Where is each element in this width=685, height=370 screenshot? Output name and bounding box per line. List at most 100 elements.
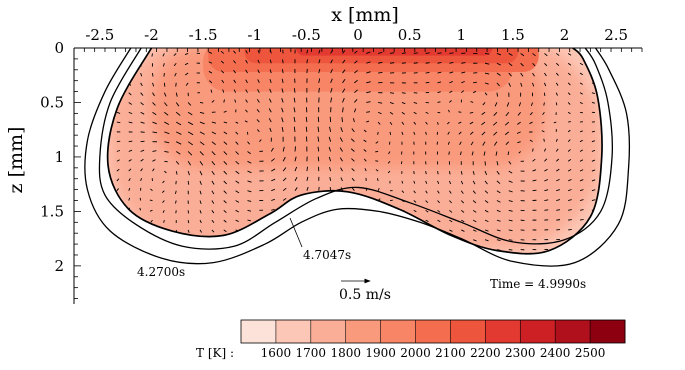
velocity-vector bbox=[366, 71, 371, 74]
velocity-vector bbox=[211, 219, 215, 223]
velocity-vector bbox=[187, 239, 190, 243]
velocity-vector bbox=[162, 210, 165, 213]
velocity-vector bbox=[184, 53, 189, 55]
velocity-vector bbox=[328, 146, 332, 152]
velocity-vector bbox=[116, 72, 120, 76]
velocity-vector bbox=[567, 158, 572, 162]
velocity-vector bbox=[245, 99, 248, 103]
boundary-annotations: 4.7047s 4.2700s Time = 4.9990s bbox=[137, 217, 586, 291]
velocity-vector bbox=[544, 189, 549, 192]
velocity-vector bbox=[458, 121, 462, 124]
velocity-vector bbox=[140, 72, 143, 77]
velocity-vector bbox=[140, 168, 143, 172]
velocity-vector bbox=[294, 146, 296, 152]
velocity-vector bbox=[235, 180, 240, 184]
velocity-vector bbox=[221, 79, 225, 84]
velocity-vector bbox=[281, 88, 284, 93]
velocity-vector bbox=[352, 217, 355, 221]
velocity-vector bbox=[330, 59, 333, 64]
velocity-vector bbox=[568, 219, 572, 221]
velocity-vector bbox=[199, 180, 202, 185]
velocity-vector bbox=[579, 102, 583, 105]
velocity-vector bbox=[257, 49, 260, 54]
velocity-vector bbox=[128, 72, 131, 77]
velocity-vector bbox=[484, 180, 488, 185]
velocity-vector bbox=[351, 158, 355, 162]
velocity-vector bbox=[532, 169, 537, 172]
velocity-vector bbox=[437, 101, 441, 103]
velocity-vector bbox=[211, 190, 215, 195]
velocity-vector bbox=[483, 151, 486, 156]
velocity-vector bbox=[116, 92, 120, 96]
velocity-vector bbox=[235, 209, 239, 213]
velocity-vector bbox=[579, 130, 583, 133]
velocity-vector bbox=[128, 121, 133, 124]
velocity-vector bbox=[116, 188, 119, 191]
velocity-vector bbox=[567, 129, 571, 133]
velocity-vector bbox=[328, 156, 332, 162]
velocity-vector bbox=[378, 238, 382, 241]
velocity-vector bbox=[366, 61, 371, 64]
velocity-vector bbox=[437, 180, 440, 185]
velocity-vector bbox=[437, 239, 441, 242]
velocity-vector bbox=[199, 249, 203, 252]
velocity-vector bbox=[339, 157, 343, 162]
velocity-vector bbox=[389, 121, 393, 126]
velocity-vector bbox=[366, 111, 371, 113]
velocity-vector bbox=[282, 237, 287, 241]
velocity-vector bbox=[269, 78, 272, 84]
velocity-vector bbox=[199, 190, 202, 195]
velocity-vector bbox=[425, 52, 430, 54]
velocity-vector bbox=[508, 190, 513, 193]
velocity-vector bbox=[342, 107, 344, 113]
velocity-vector bbox=[437, 219, 441, 223]
velocity-vector bbox=[473, 81, 477, 84]
velocity-vector bbox=[339, 147, 343, 152]
velocity-vector bbox=[269, 69, 272, 74]
velocity-vector bbox=[413, 180, 416, 184]
velocity-vector bbox=[270, 158, 275, 162]
velocity-vector bbox=[294, 156, 297, 162]
velocity-vector bbox=[163, 249, 167, 253]
velocity-vector bbox=[508, 161, 512, 165]
velocity-vector bbox=[517, 121, 521, 125]
velocity-vector bbox=[425, 121, 428, 125]
velocity-vector bbox=[508, 229, 513, 232]
velocity-vector bbox=[437, 111, 441, 114]
velocity-vector bbox=[388, 141, 391, 145]
velocity-vector bbox=[448, 151, 450, 155]
velocity-vector bbox=[389, 131, 392, 136]
velocity-vector bbox=[269, 59, 272, 64]
velocity-vector bbox=[271, 168, 276, 172]
velocity-vector bbox=[164, 170, 167, 174]
velocity-vector bbox=[350, 138, 355, 143]
velocity-vector bbox=[116, 227, 120, 231]
velocity-vector bbox=[128, 149, 133, 152]
velocity-vector bbox=[268, 98, 272, 103]
y-axis-label: z [mm] bbox=[5, 127, 27, 194]
velocity-vector bbox=[543, 148, 547, 152]
velocity-vector bbox=[116, 140, 121, 143]
velocity-vector bbox=[270, 147, 274, 152]
velocity-vector bbox=[318, 68, 321, 74]
velocity-vector bbox=[413, 239, 417, 241]
velocity-vector bbox=[211, 210, 215, 214]
velocity-vector bbox=[330, 69, 333, 74]
velocity-vector bbox=[413, 102, 418, 104]
axes: -2.5 -2 -1.5 -1 -0.5 0 0.5 1 1.5 2 2.5 0 0.5 1 1.5 2 bbox=[40, 26, 643, 304]
velocity-vector bbox=[235, 160, 240, 165]
velocity-vector bbox=[591, 159, 596, 162]
velocity-vector bbox=[425, 239, 429, 242]
velocity-vector bbox=[152, 92, 155, 97]
velocity-vector bbox=[555, 158, 560, 162]
velocity-vector bbox=[235, 131, 239, 135]
velocity-vector bbox=[496, 92, 499, 97]
velocity-vector bbox=[377, 121, 381, 125]
velocity-vector bbox=[496, 82, 500, 87]
velocity-vector bbox=[496, 62, 502, 66]
velocity-vector bbox=[282, 228, 287, 231]
velocity-vector bbox=[152, 150, 157, 152]
velocity-vector bbox=[247, 209, 252, 212]
x-tick-label: 0.5 bbox=[398, 26, 422, 44]
